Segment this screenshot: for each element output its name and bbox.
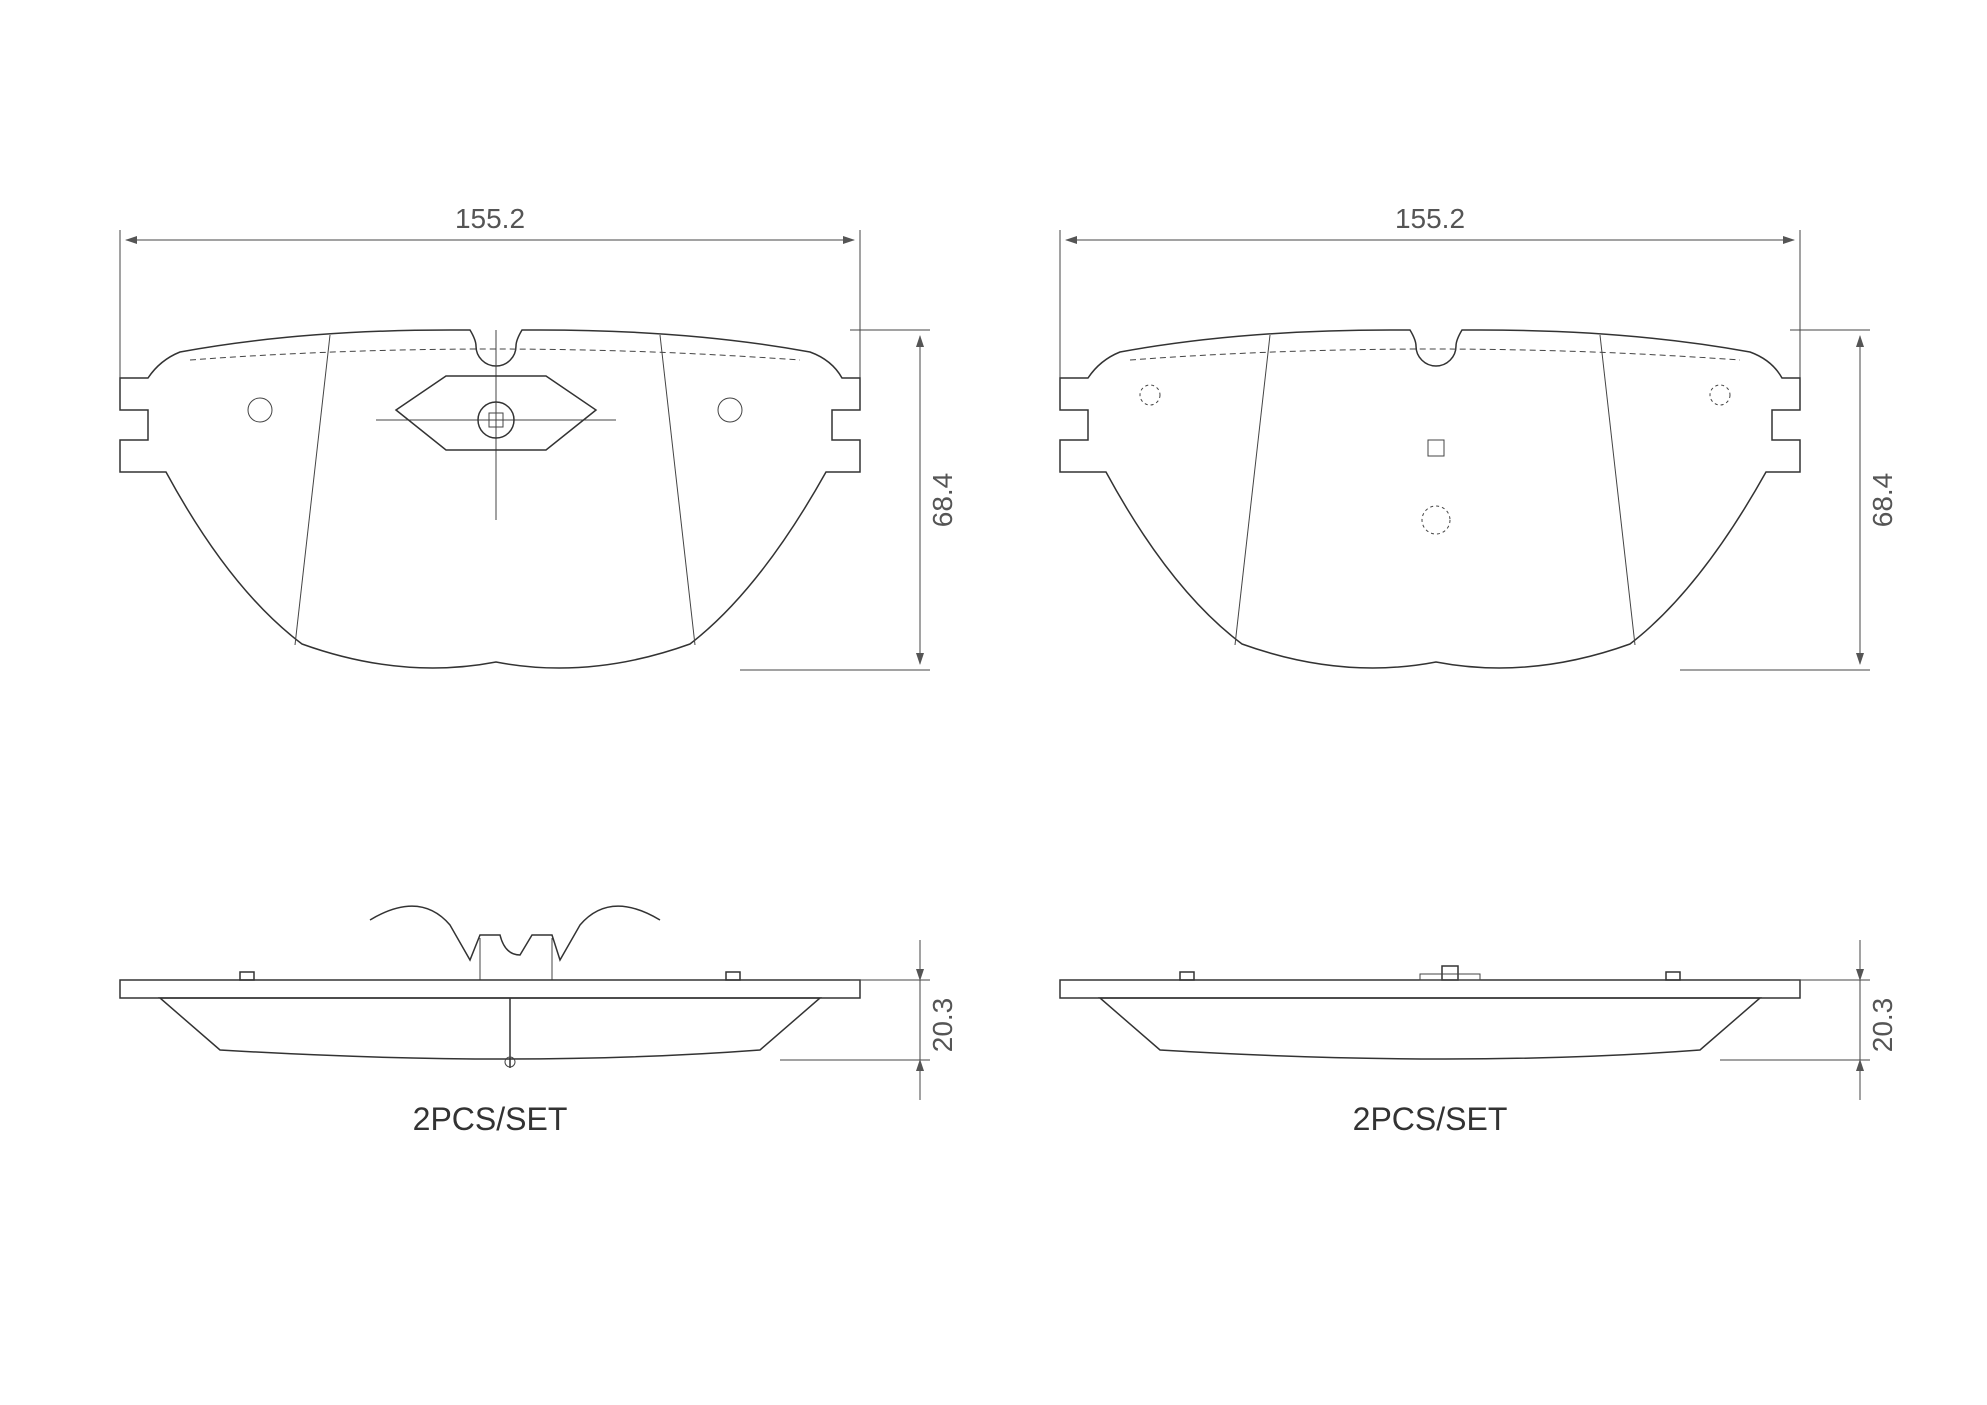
dim-height-left: 68.4 — [927, 473, 958, 528]
view-front-right-side: 20.3 2PCS/SET — [1060, 940, 1898, 1137]
dim-height-right: 68.4 — [1867, 473, 1898, 528]
view-front-left-face: 155.2 68.4 — [120, 203, 958, 670]
dim-thickness-right: 20.3 — [1867, 998, 1898, 1053]
view-front-left-side: 20.3 2PCS/SET — [120, 906, 958, 1137]
dim-thickness-left: 20.3 — [927, 998, 958, 1053]
view-front-right-face: 155.2 68.4 — [1060, 203, 1898, 670]
set-label-right: 2PCS/SET — [1353, 1101, 1508, 1137]
set-label-left: 2PCS/SET — [413, 1101, 568, 1137]
dim-width-right: 155.2 — [1395, 203, 1465, 234]
dim-width-left: 155.2 — [455, 203, 525, 234]
